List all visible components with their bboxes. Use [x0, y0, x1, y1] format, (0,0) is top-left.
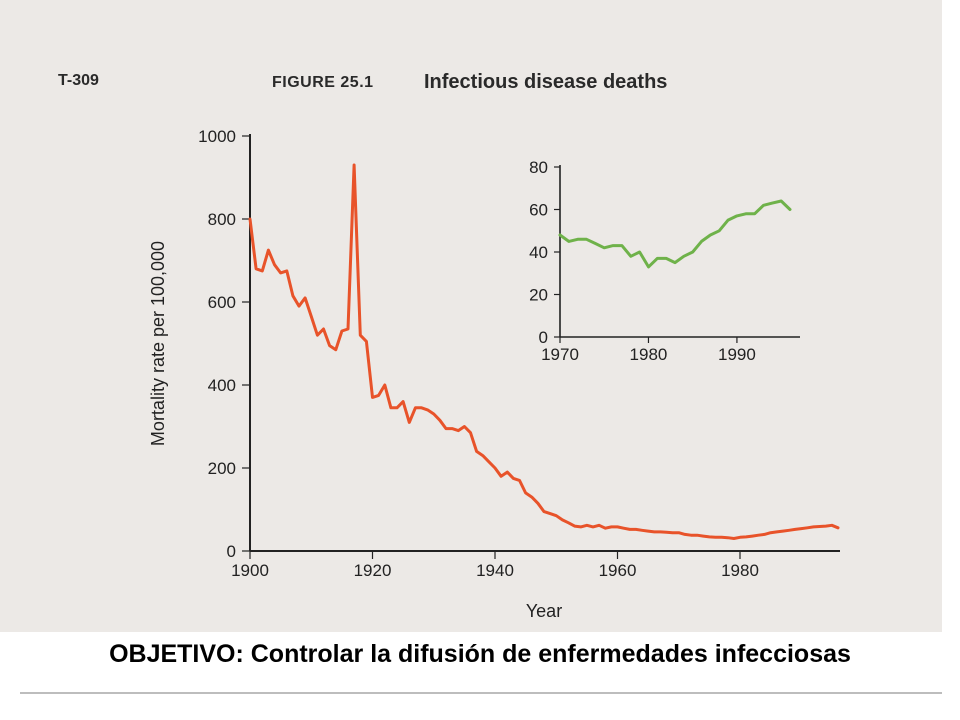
inset-y-tick-label: 80 — [529, 158, 548, 177]
inset-series-line-0 — [558, 199, 792, 269]
inset-y-tick-label: 0 — [539, 328, 548, 347]
main-x-axis-title: Year — [526, 601, 562, 621]
main-x-tick-label: 1960 — [599, 561, 637, 580]
caption-area — [0, 632, 942, 692]
inset-x-tick-label: 1990 — [718, 345, 756, 364]
inset-y-tick-label: 60 — [529, 201, 548, 220]
bottom-divider — [20, 692, 942, 694]
figure-label: FIGURE 25.1 — [272, 74, 374, 91]
main-x-tick-label: 1920 — [354, 561, 392, 580]
figure-tag: T-309 — [58, 72, 99, 89]
inset-chart: 0 20 40 60 80 1970 1980 1990 — [529, 158, 800, 364]
scanned-figure-area — [0, 0, 942, 632]
main-y-tick-label: 0 — [227, 542, 236, 561]
inset-y-tick-label: 20 — [529, 286, 548, 305]
main-x-tick-label: 1900 — [231, 561, 269, 580]
objective-caption: OBJETIVO: Controlar la difusión de enfer… — [109, 640, 851, 668]
inset-x-tick-label: 1970 — [541, 345, 579, 364]
main-y-tick-label: 800 — [208, 210, 236, 229]
main-y-tick-label: 600 — [208, 293, 236, 312]
main-x-tick-label: 1980 — [721, 561, 759, 580]
main-y-tick-label: 200 — [208, 459, 236, 478]
main-y-axis-title: Mortality rate per 100,000 — [148, 241, 168, 446]
main-y-tick-label: 400 — [208, 376, 236, 395]
main-series-line-0 — [248, 163, 840, 540]
main-y-tick-label: 1000 — [198, 127, 236, 146]
main-x-tick-label: 1940 — [476, 561, 514, 580]
inset-y-tick-label: 40 — [529, 243, 548, 262]
inset-x-tick-label: 1980 — [630, 345, 668, 364]
figure-title: Infectious disease deaths — [424, 71, 668, 93]
